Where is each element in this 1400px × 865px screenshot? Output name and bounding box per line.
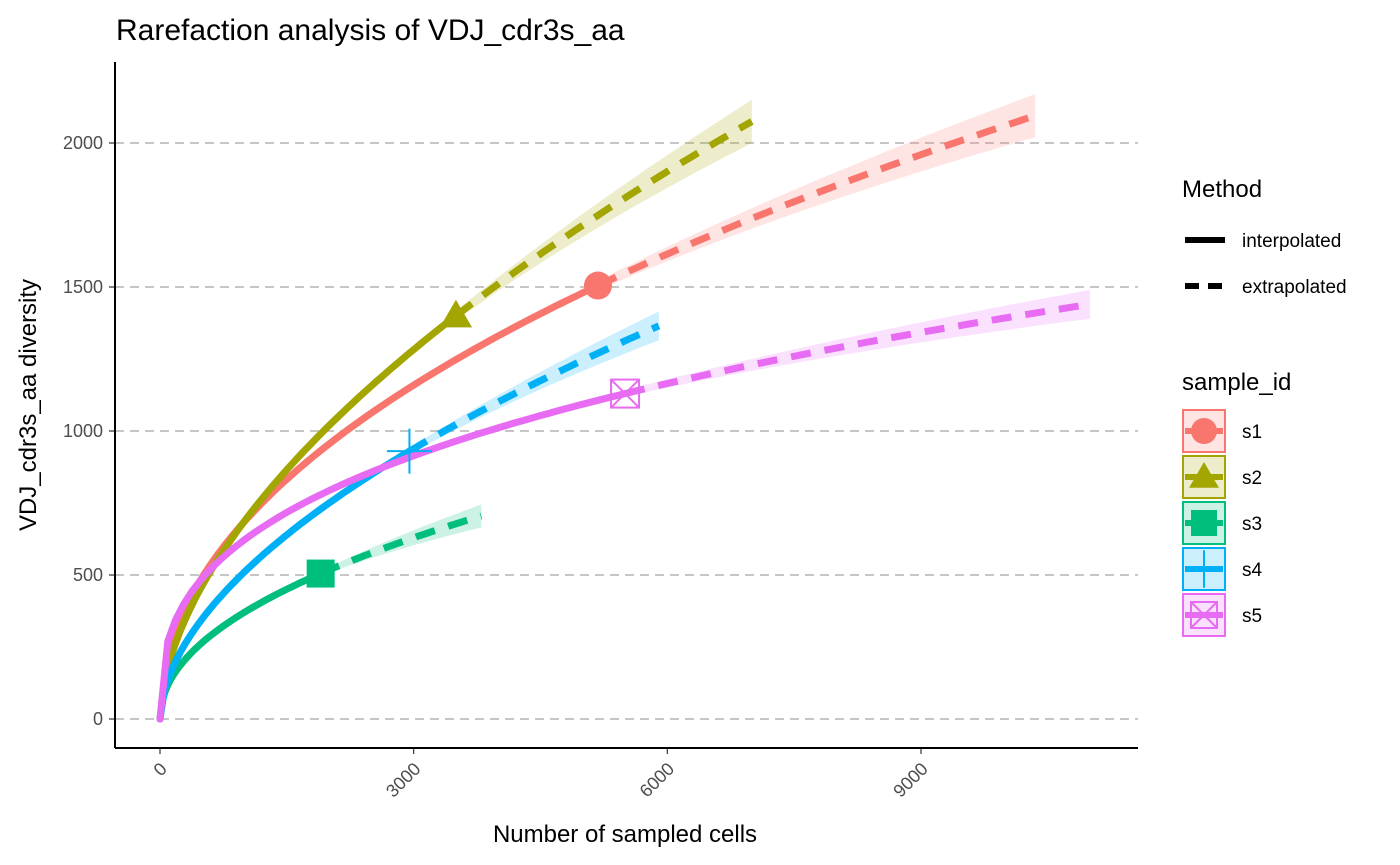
interpolated-line-s3 xyxy=(156,570,325,723)
method-legend-label: extrapolated xyxy=(1242,277,1347,298)
method-legend-label: interpolated xyxy=(1242,231,1341,252)
sample-legend-label: s2 xyxy=(1242,468,1262,489)
sample-legend-entry: s2 xyxy=(1182,455,1262,499)
legend-key-marker xyxy=(1189,462,1219,488)
legend-key-marker xyxy=(1190,601,1218,629)
y-tick-label: 1500 xyxy=(63,277,103,297)
sample-legend-entry: s4 xyxy=(1182,547,1263,591)
sample-legend-entry: s5 xyxy=(1182,593,1262,637)
series-lines xyxy=(156,112,1091,723)
legend-key-marker xyxy=(1185,550,1223,588)
extrapolated-line-s2 xyxy=(453,118,754,319)
x-tick-label: 9000 xyxy=(889,759,931,801)
observed-markers xyxy=(306,271,641,588)
y-axis-title: VDJ_cdr3s_aa diversity xyxy=(15,279,42,531)
sample-legend-entry: s3 xyxy=(1182,501,1262,545)
marker-s5 xyxy=(610,378,641,409)
y-tick-label: 0 xyxy=(93,709,103,729)
sample-legend-title: sample_id xyxy=(1182,369,1291,396)
band-s1 xyxy=(598,94,1036,291)
sample-legend-label: s3 xyxy=(1242,514,1262,535)
legend: Method interpolated extrapolated sample_ids… xyxy=(1182,176,1347,637)
chart-title: Rarefaction analysis of VDJ_cdr3s_aa xyxy=(116,14,625,47)
sample-legend-label: s1 xyxy=(1242,422,1262,443)
marker-s1 xyxy=(583,271,612,300)
legend-key-marker xyxy=(1191,510,1217,536)
interpolated-line-s1 xyxy=(156,282,602,723)
x-axis-title: Number of sampled cells xyxy=(493,821,757,848)
marker-s4 xyxy=(386,428,432,474)
method-legend-title: Method xyxy=(1182,176,1262,203)
sample-legend-label: s4 xyxy=(1242,560,1263,581)
extrapolated-line-s4 xyxy=(407,322,661,455)
sample-legend-label: s5 xyxy=(1242,606,1262,627)
marker-s3 xyxy=(306,559,335,588)
extrapolated-line-s5 xyxy=(624,300,1091,397)
x-tick-label: 0 xyxy=(150,759,171,780)
legend-key-marker xyxy=(1191,418,1217,444)
extrapolated-line-s1 xyxy=(596,112,1037,289)
sample-legend-entry: s1 xyxy=(1182,409,1262,453)
x-tick-label: 6000 xyxy=(636,759,678,801)
x-tick-label: 3000 xyxy=(382,759,424,801)
y-tick-label: 2000 xyxy=(63,133,103,153)
gridlines xyxy=(115,142,1138,720)
marker-s2 xyxy=(439,299,473,328)
y-tick-label: 1000 xyxy=(63,421,103,441)
y-tick-label: 500 xyxy=(73,565,103,585)
extrapolated-line-s3 xyxy=(319,512,483,577)
interpolated-line-s5 xyxy=(156,390,629,723)
